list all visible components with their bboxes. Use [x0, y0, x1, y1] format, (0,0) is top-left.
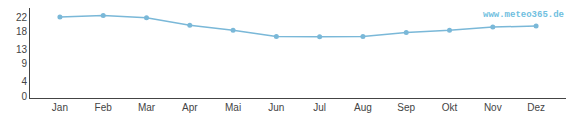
svg-text:Jan: Jan — [52, 102, 68, 113]
svg-text:13: 13 — [16, 44, 28, 55]
svg-text:Mar: Mar — [138, 102, 156, 113]
svg-text:22: 22 — [16, 12, 28, 23]
svg-text:Okt: Okt — [442, 102, 458, 113]
svg-text:Aug: Aug — [354, 102, 372, 113]
svg-text:Apr: Apr — [182, 102, 198, 113]
svg-text:Feb: Feb — [95, 102, 113, 113]
svg-text:9: 9 — [21, 58, 27, 69]
svg-text:Mai: Mai — [225, 102, 241, 113]
svg-text:Jun: Jun — [268, 102, 284, 113]
svg-text:Dez: Dez — [527, 102, 545, 113]
svg-text:www.meteo365.de: www.meteo365.de — [483, 10, 564, 20]
svg-text:Jul: Jul — [313, 102, 326, 113]
svg-text:Nov: Nov — [484, 102, 502, 113]
svg-text:Sep: Sep — [397, 102, 415, 113]
svg-text:0: 0 — [21, 91, 27, 102]
svg-text:4: 4 — [21, 76, 27, 87]
svg-text:18: 18 — [16, 26, 28, 37]
